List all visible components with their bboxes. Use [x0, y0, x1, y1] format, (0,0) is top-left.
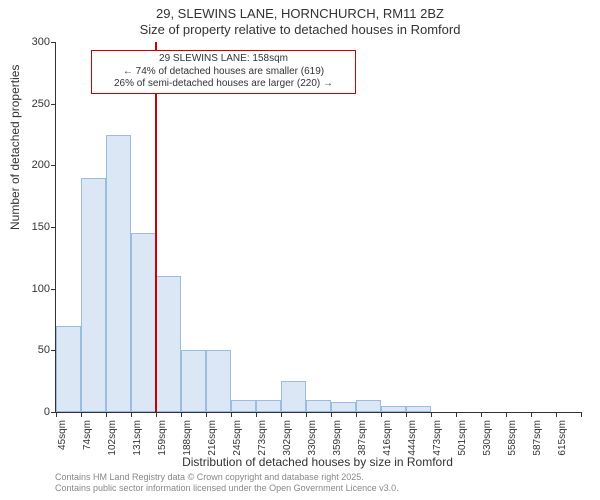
x-tick-mark [281, 412, 282, 417]
x-tick-label: 473sqm [432, 420, 443, 460]
x-tick-label: 501sqm [457, 420, 468, 460]
y-tick-mark [51, 104, 56, 105]
x-tick-label: 587sqm [532, 420, 543, 460]
x-tick-mark [456, 412, 457, 417]
annotation-line: 26% of semi-detached houses are larger (… [96, 78, 351, 91]
x-tick-label: 558sqm [507, 420, 518, 460]
histogram-bar [56, 326, 81, 412]
x-tick-label: 131sqm [132, 420, 143, 460]
x-tick-mark [531, 412, 532, 417]
x-tick-label: 615sqm [557, 420, 568, 460]
y-tick-label: 100 [32, 283, 50, 295]
chart-container: 29, SLEWINS LANE, HORNCHURCH, RM11 2BZ S… [0, 0, 600, 500]
y-tick-label: 250 [32, 98, 50, 110]
x-tick-mark [556, 412, 557, 417]
histogram-bar [206, 350, 231, 412]
y-tick-label: 0 [44, 406, 50, 418]
x-tick-label: 74sqm [82, 420, 93, 460]
x-tick-mark [581, 412, 582, 417]
x-tick-mark [356, 412, 357, 417]
y-tick-label: 300 [32, 36, 50, 48]
histogram-bar [106, 135, 131, 413]
x-tick-label: 359sqm [332, 420, 343, 460]
x-tick-mark [131, 412, 132, 417]
histogram-bar [306, 400, 331, 412]
histogram-bar [181, 350, 206, 412]
annotation-line: ← 74% of detached houses are smaller (61… [96, 66, 351, 79]
reference-line [155, 42, 157, 412]
histogram-bar [131, 233, 156, 412]
y-tick-mark [51, 289, 56, 290]
annotation-box: 29 SLEWINS LANE: 158sqm← 74% of detached… [91, 50, 356, 94]
x-tick-mark [231, 412, 232, 417]
x-tick-label: 102sqm [107, 420, 118, 460]
x-tick-mark [56, 412, 57, 417]
x-tick-mark [431, 412, 432, 417]
histogram-bar [406, 406, 431, 412]
x-tick-mark [256, 412, 257, 417]
x-tick-mark [306, 412, 307, 417]
x-tick-mark [206, 412, 207, 417]
x-tick-mark [406, 412, 407, 417]
histogram-bar [281, 381, 306, 412]
x-tick-label: 45sqm [57, 420, 68, 460]
x-tick-label: 159sqm [157, 420, 168, 460]
chart-title-main: 29, SLEWINS LANE, HORNCHURCH, RM11 2BZ [0, 6, 600, 21]
x-tick-label: 216sqm [207, 420, 218, 460]
histogram-bar [356, 400, 381, 412]
x-tick-label: 387sqm [357, 420, 368, 460]
footer-line-1: Contains HM Land Registry data © Crown c… [55, 472, 399, 483]
x-tick-label: 245sqm [232, 420, 243, 460]
histogram-bar [256, 400, 281, 412]
x-tick-mark [331, 412, 332, 417]
histogram-bar [231, 400, 256, 412]
chart-title-sub: Size of property relative to detached ho… [0, 22, 600, 37]
x-tick-mark [481, 412, 482, 417]
x-tick-label: 530sqm [482, 420, 493, 460]
x-tick-mark [181, 412, 182, 417]
footer-attribution: Contains HM Land Registry data © Crown c… [55, 472, 399, 494]
x-tick-mark [106, 412, 107, 417]
x-tick-mark [156, 412, 157, 417]
annotation-line: 29 SLEWINS LANE: 158sqm [96, 53, 351, 66]
x-tick-label: 273sqm [257, 420, 268, 460]
y-tick-label: 200 [32, 159, 50, 171]
plot-area: 29 SLEWINS LANE: 158sqm← 74% of detached… [55, 42, 581, 413]
x-tick-mark [506, 412, 507, 417]
y-tick-label: 150 [32, 221, 50, 233]
y-tick-mark [51, 165, 56, 166]
x-tick-label: 302sqm [282, 420, 293, 460]
histogram-bar [381, 406, 406, 412]
footer-line-2: Contains public sector information licen… [55, 483, 399, 494]
y-tick-mark [51, 227, 56, 228]
x-tick-mark [381, 412, 382, 417]
histogram-bar [331, 402, 356, 412]
x-tick-label: 188sqm [182, 420, 193, 460]
x-tick-label: 444sqm [407, 420, 418, 460]
y-tick-mark [51, 42, 56, 43]
y-axis-label: Number of detached properties [8, 65, 22, 230]
x-tick-mark [81, 412, 82, 417]
x-tick-label: 416sqm [382, 420, 393, 460]
histogram-bar [81, 178, 106, 412]
y-tick-label: 50 [38, 344, 50, 356]
x-tick-label: 330sqm [307, 420, 318, 460]
histogram-bar [156, 276, 181, 412]
